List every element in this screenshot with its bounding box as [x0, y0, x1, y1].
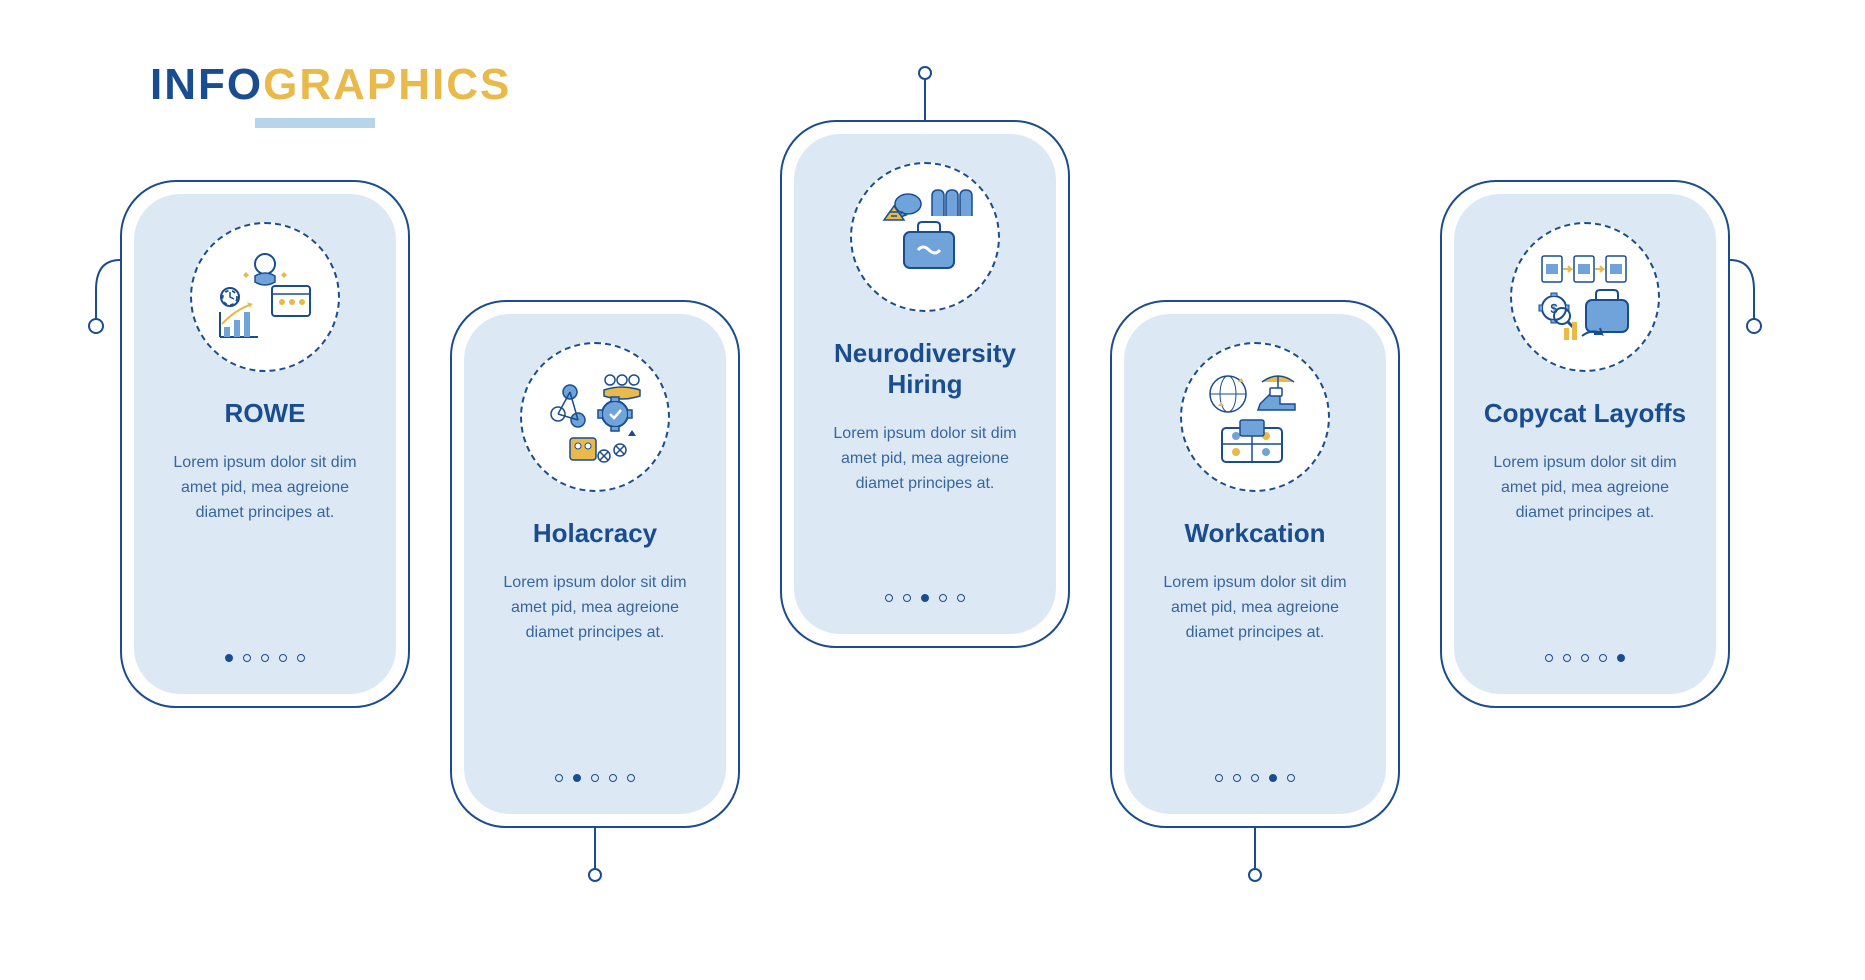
- connector-end: [1248, 868, 1262, 882]
- dot: [1233, 774, 1241, 782]
- holacracy-icon: [520, 342, 670, 492]
- dot: [555, 774, 563, 782]
- header-word-2: GRAPHICS: [263, 60, 511, 109]
- card-workcation: Workcation Lorem ipsum dolor sit dim ame…: [1110, 300, 1400, 828]
- dot: [225, 654, 233, 662]
- dot: [921, 594, 929, 602]
- dot: [1599, 654, 1607, 662]
- dot: [261, 654, 269, 662]
- card-title: Holacracy: [533, 518, 657, 549]
- neurodiversity-icon: [850, 162, 1000, 312]
- dot: [1617, 654, 1625, 662]
- dot: [1269, 774, 1277, 782]
- card-outer: Workcation Lorem ipsum dolor sit dim ame…: [1110, 300, 1400, 828]
- card-desc: Lorem ipsum dolor sit dim amet pid, mea …: [484, 571, 706, 645]
- dot: [243, 654, 251, 662]
- pagination-dots: [555, 774, 635, 782]
- card-inner: ROWE Lorem ipsum dolor sit dim amet pid,…: [134, 194, 396, 694]
- card-outer: Holacracy Lorem ipsum dolor sit dim amet…: [450, 300, 740, 828]
- dot: [297, 654, 305, 662]
- connector-bottom: [594, 828, 596, 868]
- header-word-1: INFO: [150, 60, 263, 109]
- card-desc: Lorem ipsum dolor sit dim amet pid, mea …: [1144, 571, 1366, 645]
- connector-end: [588, 868, 602, 882]
- header-title: INFOGRAPHICS: [150, 60, 511, 110]
- dot: [939, 594, 947, 602]
- dot: [591, 774, 599, 782]
- pagination-dots: [225, 654, 305, 662]
- dot: [279, 654, 287, 662]
- infographic-header: INFOGRAPHICS: [150, 60, 511, 128]
- dot: [1545, 654, 1553, 662]
- card-rowe: ROWE Lorem ipsum dolor sit dim amet pid,…: [120, 180, 410, 708]
- card-title: Copycat Layoffs: [1484, 398, 1686, 429]
- pagination-dots: [885, 594, 965, 602]
- dot: [573, 774, 581, 782]
- card-desc: Lorem ipsum dolor sit dim amet pid, mea …: [154, 451, 376, 525]
- card-outer: ROWE Lorem ipsum dolor sit dim amet pid,…: [120, 180, 410, 708]
- dot: [903, 594, 911, 602]
- rowe-icon: [190, 222, 340, 372]
- dot: [1581, 654, 1589, 662]
- card-neurodiversity: Neurodiversity Hiring Lorem ipsum dolor …: [780, 120, 1070, 648]
- dot: [957, 594, 965, 602]
- card-copycat: $ Copycat Layoffs Lorem ipsum dolor sit …: [1440, 180, 1730, 708]
- dot: [627, 774, 635, 782]
- card-desc: Lorem ipsum dolor sit dim amet pid, mea …: [814, 422, 1036, 496]
- card-title: Workcation: [1184, 518, 1325, 549]
- connector-bottom: [1254, 828, 1256, 868]
- workcation-icon: [1180, 342, 1330, 492]
- card-inner: Neurodiversity Hiring Lorem ipsum dolor …: [794, 134, 1056, 634]
- pagination-dots: [1215, 774, 1295, 782]
- connector-top: [924, 80, 926, 120]
- dot: [1563, 654, 1571, 662]
- copycat-icon: $: [1510, 222, 1660, 372]
- dot: [885, 594, 893, 602]
- dot: [1215, 774, 1223, 782]
- card-inner: Holacracy Lorem ipsum dolor sit dim amet…: [464, 314, 726, 814]
- connector-end: [918, 66, 932, 80]
- card-title: ROWE: [225, 398, 306, 429]
- dot: [1251, 774, 1259, 782]
- card-title: Neurodiversity Hiring: [814, 338, 1036, 400]
- cards-row: ROWE Lorem ipsum dolor sit dim amet pid,…: [120, 120, 1730, 828]
- card-outer: $ Copycat Layoffs Lorem ipsum dolor sit …: [1440, 180, 1730, 708]
- dot: [1287, 774, 1295, 782]
- card-inner: $ Copycat Layoffs Lorem ipsum dolor sit …: [1454, 194, 1716, 694]
- card-outer: Neurodiversity Hiring Lorem ipsum dolor …: [780, 120, 1070, 648]
- dot: [609, 774, 617, 782]
- card-inner: Workcation Lorem ipsum dolor sit dim ame…: [1124, 314, 1386, 814]
- card-desc: Lorem ipsum dolor sit dim amet pid, mea …: [1474, 451, 1696, 525]
- card-holacracy: Holacracy Lorem ipsum dolor sit dim amet…: [450, 300, 740, 828]
- pagination-dots: [1545, 654, 1625, 662]
